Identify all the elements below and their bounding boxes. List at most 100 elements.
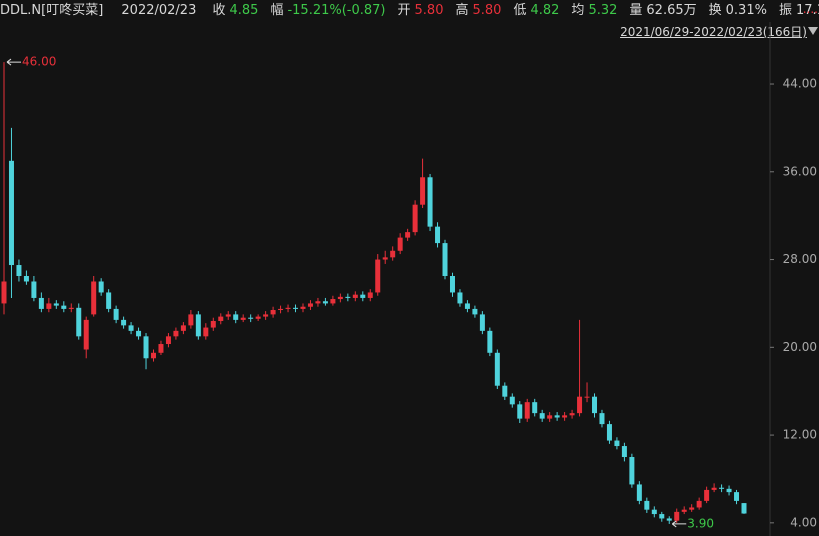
candle-body — [128, 325, 134, 331]
y-tick-label: 12.00 — [783, 428, 817, 442]
field-label: 量 — [629, 3, 643, 18]
candle-body — [210, 320, 216, 328]
candle-body — [31, 281, 37, 298]
candle-body — [704, 489, 710, 501]
candle-body — [517, 404, 523, 419]
candle-body — [352, 294, 358, 298]
candle-body — [158, 344, 164, 353]
candle-body — [1, 281, 7, 304]
y-tick-label: 4.00 — [790, 515, 817, 529]
candle-body — [173, 330, 179, 337]
candle-body — [367, 292, 373, 298]
field-value: 4.85 — [229, 3, 259, 18]
candle-body — [188, 314, 194, 326]
candle-body — [599, 413, 605, 425]
field-label: 开 — [397, 3, 411, 18]
range-dropdown[interactable] — [808, 27, 818, 35]
candle-body — [674, 511, 680, 521]
candle-body — [218, 316, 224, 321]
field-label: 均 — [571, 3, 585, 18]
candle-body — [554, 415, 560, 418]
candle-body — [726, 488, 732, 493]
candle-body — [412, 204, 418, 233]
candle-body — [464, 303, 470, 309]
candle-body — [76, 307, 82, 337]
candle-body — [113, 308, 119, 320]
annotation-label: 46.00 — [22, 55, 56, 69]
candle-body — [360, 294, 366, 298]
field-label: 换 — [708, 3, 722, 18]
candle-body — [569, 413, 575, 416]
candle-body — [8, 160, 14, 266]
candle-body — [435, 226, 441, 244]
candle-body — [577, 396, 583, 414]
candle-body — [315, 301, 321, 304]
candle-body — [562, 415, 568, 418]
candle-body — [136, 330, 142, 337]
candle-body — [270, 310, 276, 315]
date: 2022/02/23 — [121, 3, 197, 18]
candle-body — [614, 440, 620, 447]
candle-body — [719, 487, 725, 489]
candle-body — [203, 327, 209, 337]
candle-body — [696, 500, 702, 508]
candle-body — [180, 325, 186, 331]
candle-body — [606, 424, 612, 441]
annotation-arrow — [6, 58, 21, 66]
candle-body — [734, 492, 740, 501]
field-value: 5.32 — [588, 3, 618, 18]
candle-body — [322, 301, 328, 304]
candle-body — [61, 305, 67, 309]
field-value: 17.13% — [795, 3, 819, 18]
candle-body — [584, 396, 590, 398]
candle-body — [629, 457, 635, 485]
candle-body — [345, 296, 351, 298]
candle-body — [651, 509, 657, 515]
candle-body — [390, 250, 396, 258]
candle-body — [494, 352, 500, 386]
field-value: -15.21%(-0.87) — [287, 3, 386, 18]
candle-body — [337, 296, 343, 300]
candle-body — [397, 237, 403, 251]
candle-body — [83, 319, 89, 350]
field-value: 0.31% — [725, 3, 767, 18]
y-tick-label: 28.00 — [783, 252, 817, 266]
candle-body — [547, 415, 553, 419]
candle-body — [38, 297, 44, 309]
candle-body — [621, 446, 627, 458]
candle-body — [405, 232, 411, 238]
candle-body — [449, 276, 455, 293]
candle-body — [689, 507, 695, 510]
field-label: 高 — [455, 3, 469, 18]
candle-body — [16, 265, 22, 277]
candle-body — [636, 484, 642, 501]
candle-body — [502, 385, 508, 397]
y-tick-label: 44.00 — [783, 77, 817, 91]
quote-header: DDL.N[叮咚买菜] 2022/02/23 收 4.85 幅 -15.21%(-0.… — [0, 0, 819, 22]
candle-body — [240, 317, 246, 320]
candle-body — [681, 509, 687, 512]
candle-body — [143, 336, 149, 359]
candle-body — [53, 303, 59, 306]
candle-body — [509, 396, 515, 405]
candle-body — [711, 487, 717, 490]
field-label: 幅 — [270, 3, 284, 18]
candle-body — [300, 306, 306, 309]
date-range[interactable]: 2021/06/29-2022/02/23(166日) — [620, 25, 807, 39]
candle-body — [46, 303, 52, 309]
candle-body — [487, 330, 493, 353]
field-value: 5.80 — [414, 3, 444, 18]
candle-body — [225, 314, 231, 317]
candle-body — [285, 307, 291, 309]
candle-body — [644, 500, 650, 510]
candle-body — [741, 503, 747, 514]
candle-body — [532, 402, 538, 414]
field-label: 收 — [212, 3, 226, 18]
candle-body — [472, 308, 478, 315]
field-value: 62.65万 — [646, 3, 697, 18]
candle-body — [106, 292, 112, 309]
symbol: DDL.N[叮咚买菜] — [0, 3, 104, 18]
candle-body — [165, 336, 171, 345]
more-dots[interactable]: .... — [802, 2, 818, 16]
